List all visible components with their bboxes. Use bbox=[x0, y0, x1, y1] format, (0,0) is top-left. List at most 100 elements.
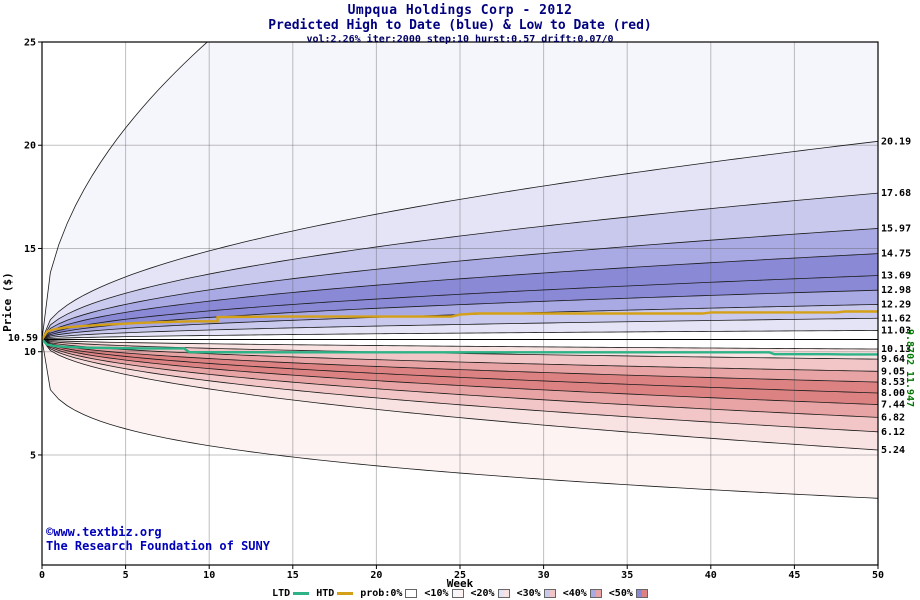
band-boundary-line bbox=[42, 339, 878, 433]
htd-final-value-label: 11.947 bbox=[904, 371, 915, 408]
band-boundary-line bbox=[42, 253, 878, 340]
legend-label: <40% bbox=[562, 588, 587, 599]
x-tick-label: 5 bbox=[123, 570, 129, 581]
band-end-label: 11.62 bbox=[881, 313, 911, 324]
band-boundary-line bbox=[42, 339, 878, 394]
copyright-org: The Research Foundation of SUNY bbox=[46, 539, 270, 553]
y-tick-label: 20 bbox=[24, 141, 36, 152]
band-end-label: 20.19 bbox=[881, 136, 911, 147]
band-end-label: 7.44 bbox=[881, 400, 905, 411]
x-axis-title: Week bbox=[446, 577, 474, 590]
band-boundary-line bbox=[42, 339, 878, 383]
high-prob-band bbox=[42, 193, 878, 340]
legend: LTD HTD prob:0% <10% <20% <30% <40% <50% bbox=[0, 588, 920, 599]
title-block: Umpqua Holdings Corp - 2012 Predicted Hi… bbox=[0, 3, 920, 45]
band-boundary-line bbox=[42, 339, 878, 350]
band-end-labels: 20.19 17.68 15.97 14.75 13.69 12.98 12.29 11.62… bbox=[881, 136, 911, 456]
legend-color-swatch bbox=[589, 589, 602, 598]
x-tick-label: 10 bbox=[203, 570, 215, 581]
legend-label: <10% bbox=[424, 588, 449, 599]
y-tick-label: 5 bbox=[30, 450, 36, 461]
band-boundary-line bbox=[42, 192, 878, 340]
band-boundary-line bbox=[42, 289, 878, 340]
band-boundary-line bbox=[42, 42, 208, 340]
band-end-label: 15.97 bbox=[881, 223, 911, 234]
x-tick-label: 35 bbox=[621, 570, 633, 581]
high-prob-band bbox=[42, 290, 878, 340]
legend-label: LTD bbox=[272, 588, 291, 599]
band-end-label: 14.75 bbox=[881, 249, 911, 260]
band-end-label: 8.00 bbox=[881, 388, 905, 399]
band-boundary-line bbox=[42, 317, 878, 340]
high-prob-band bbox=[42, 141, 878, 340]
legend-item-prob0: prob:0% bbox=[360, 588, 418, 599]
band-boundary-line bbox=[42, 275, 878, 340]
low-prob-band bbox=[42, 339, 878, 418]
band-end-label: 17.68 bbox=[881, 188, 911, 199]
band-boundary-line bbox=[42, 228, 878, 340]
legend-color-swatch bbox=[405, 589, 418, 598]
low-prob-band bbox=[42, 339, 878, 432]
low-prob-band bbox=[42, 339, 878, 450]
x-tick-label: 45 bbox=[788, 570, 800, 581]
legend-color-swatch bbox=[543, 589, 556, 598]
y-tick-label: 10 bbox=[24, 347, 36, 358]
legend-item-20: <20% bbox=[471, 588, 510, 599]
ltd-final-value-label: 9.8702 bbox=[904, 329, 915, 366]
x-tick-label: 40 bbox=[705, 570, 717, 581]
low-prob-band bbox=[42, 339, 878, 405]
x-tick-label: 30 bbox=[538, 570, 550, 581]
legend-color-swatch bbox=[635, 589, 648, 598]
legend-item-30: <30% bbox=[517, 588, 556, 599]
low-prob-band bbox=[42, 339, 878, 394]
start-price-label: 10.59 bbox=[7, 333, 38, 344]
high-prob-band bbox=[42, 253, 878, 340]
x-tick-label: 50 bbox=[872, 570, 884, 581]
high-prob-band bbox=[42, 318, 878, 340]
gridlines bbox=[42, 42, 878, 565]
legend-item-50: <50% bbox=[609, 588, 648, 599]
band-end-label: 9.05 bbox=[881, 366, 905, 377]
band-end-label: 9.64 bbox=[881, 354, 905, 365]
band-end-label: 12.98 bbox=[881, 285, 911, 296]
band-end-label: 5.24 bbox=[881, 445, 905, 456]
x-tick-label: 0 bbox=[39, 570, 45, 581]
band-boundary-line bbox=[42, 339, 878, 451]
high-prob-band bbox=[42, 228, 878, 340]
legend-item-htd: HTD bbox=[316, 588, 354, 599]
low-prob-band bbox=[42, 339, 878, 383]
axis-ticks-and-labels: 0 5 10 15 20 25 30 35 40 45 50 5 10 15 20 25 bbox=[24, 38, 884, 582]
band-end-label: 13.69 bbox=[881, 271, 911, 282]
legend-item-ltd: LTD bbox=[272, 588, 310, 599]
htd-line bbox=[42, 310, 878, 341]
legend-label: <50% bbox=[608, 588, 633, 599]
band-end-label: 12.29 bbox=[881, 299, 911, 310]
ltd-line bbox=[42, 338, 878, 356]
legend-line-swatch bbox=[337, 592, 354, 595]
legend-color-swatch bbox=[451, 589, 464, 598]
band-boundary-line bbox=[42, 140, 878, 340]
x-tick-label: 20 bbox=[370, 570, 382, 581]
x-tick-label: 25 bbox=[454, 570, 466, 581]
legend-line-swatch bbox=[293, 592, 310, 595]
high-prob-band bbox=[42, 42, 878, 340]
legend-label: prob:0% bbox=[360, 588, 403, 599]
y-axis-title: Price ($) bbox=[1, 272, 14, 332]
chart-subtitle: Predicted High to Date (blue) & Low to D… bbox=[268, 18, 652, 33]
band-boundary-line bbox=[42, 339, 878, 418]
chart-title: Umpqua Holdings Corp - 2012 bbox=[347, 3, 573, 18]
y-tick-label: 25 bbox=[24, 38, 36, 49]
band-end-label: 10.13 bbox=[881, 344, 911, 355]
legend-label: <30% bbox=[516, 588, 541, 599]
copyright-url: ©www.textbiz.org bbox=[46, 525, 162, 539]
high-prob-band bbox=[42, 275, 878, 340]
band-boundary-line bbox=[42, 339, 878, 405]
band-end-label: 6.82 bbox=[881, 412, 905, 423]
x-tick-label: 15 bbox=[287, 570, 299, 581]
band-end-label: 11.03 bbox=[881, 325, 911, 336]
band-end-label: 6.12 bbox=[881, 427, 905, 438]
y-tick-label: 15 bbox=[24, 244, 36, 255]
legend-color-swatch bbox=[497, 589, 510, 598]
